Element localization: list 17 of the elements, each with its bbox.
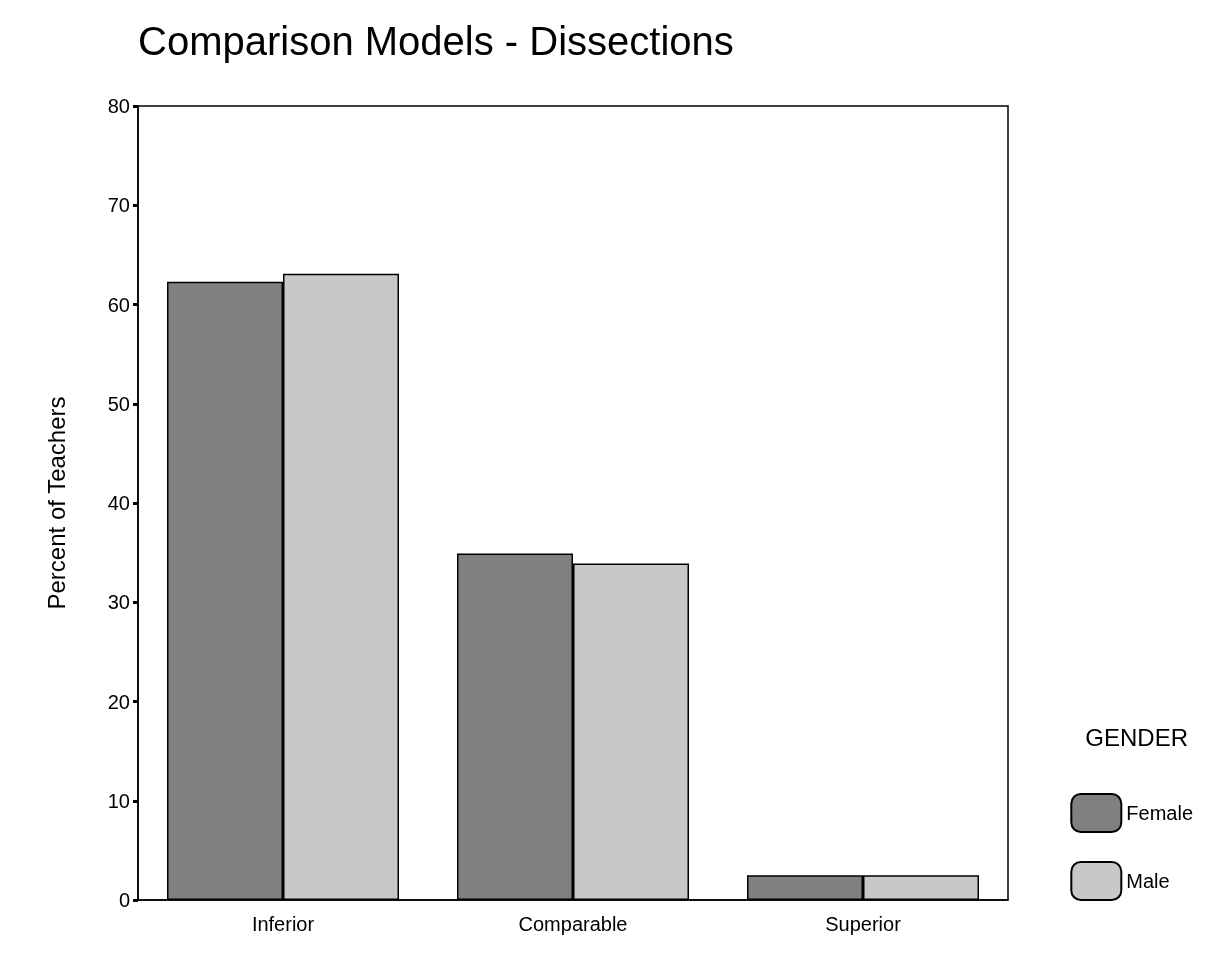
y-tick-label: 30 [107, 591, 130, 614]
y-tick-label: 10 [107, 789, 130, 812]
legend-title: GENDER [1085, 723, 1189, 751]
y-tick-label: 40 [107, 492, 130, 514]
y-tick-label: 80 [107, 95, 130, 117]
x-tick-label: Comparable [518, 913, 628, 935]
y-tick-label: 70 [107, 194, 130, 217]
y-tick-label: 60 [107, 293, 130, 316]
y-tick-label: 0 [118, 889, 130, 911]
x-tick-label: Inferior [251, 913, 315, 935]
legend-label: Female [1126, 802, 1194, 824]
chart-title: Comparison Models - Dissections [138, 19, 734, 63]
y-axis-title: Percent of Teachers [42, 396, 70, 610]
x-tick-label: Superior [825, 913, 902, 935]
y-tick-label: 20 [107, 690, 130, 713]
legend-label: Male [1126, 870, 1170, 892]
y-tick-label: 50 [107, 392, 130, 415]
